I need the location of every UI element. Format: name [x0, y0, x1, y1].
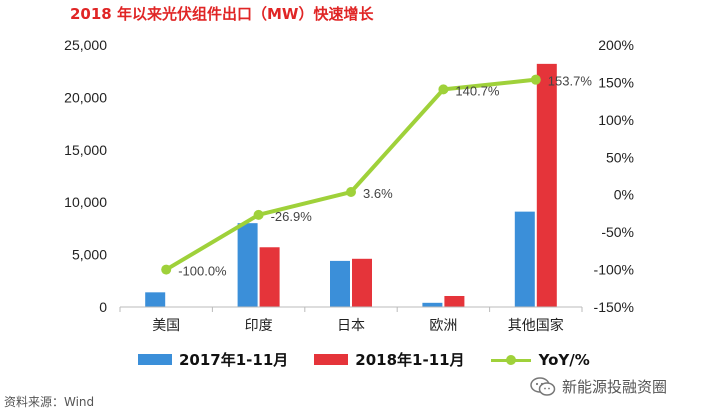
left-tick-label: 10,000	[64, 194, 107, 210]
yoy-point	[346, 187, 356, 198]
right-tick-label: 150%	[598, 74, 634, 90]
left-tick-label: 25,000	[64, 37, 107, 53]
right-tick-label: -150%	[594, 299, 634, 315]
wechat-icon	[530, 376, 556, 396]
category-label: 其他国家	[508, 317, 564, 334]
chart-title: 2018 年以来光伏组件出口（MW）快速增长	[70, 5, 374, 23]
yoy-point	[161, 264, 172, 275]
left-axis: 0 5,000 10,000 15,000 20,000 25,000	[64, 37, 107, 315]
legend: 2017年1-11月 2018年1-11月 YoY/%	[138, 349, 616, 370]
category-label: 美国	[152, 318, 180, 334]
yoy-point	[253, 209, 264, 220]
bar-2017	[145, 292, 166, 307]
x-axis: 美国 印度 日本 欧洲 其他国家	[119, 306, 583, 334]
left-tick-label: 15,000	[64, 142, 107, 158]
left-tick-label: 0	[99, 299, 107, 315]
bar-2018	[536, 63, 557, 307]
category-label: 欧洲	[429, 318, 457, 334]
legend-swatch-2017	[138, 354, 172, 365]
yoy-data-label: 3.6%	[363, 186, 393, 201]
bar-2018	[259, 247, 280, 307]
watermark-text: 新能源投融资圈	[562, 378, 668, 396]
bar-2018	[352, 258, 372, 307]
legend-swatch-2018	[314, 354, 349, 365]
yoy-point	[530, 74, 541, 85]
right-axis: -150% -100% -50% 0% 50% 100% 150% 200%	[594, 37, 634, 315]
legend-label-2017: 2017年1-11月	[179, 351, 289, 369]
right-tick-label: 100%	[598, 112, 634, 128]
right-tick-label: 0%	[614, 187, 634, 203]
left-tick-label: 20,000	[64, 89, 107, 105]
right-tick-label: 200%	[598, 37, 634, 53]
legend-item-yoy: YoY/%	[490, 350, 590, 369]
category-label: 印度	[245, 318, 273, 334]
bar-2017	[237, 223, 258, 307]
yoy-point	[438, 84, 449, 95]
left-tick-label: 5,000	[72, 247, 107, 263]
legend-label-yoy: YoY/%	[538, 350, 590, 369]
source-note: 资料来源：Wind	[4, 395, 95, 409]
bar-2017	[514, 211, 535, 307]
yoy-data-label: 140.7%	[455, 83, 500, 98]
legend-item-2018: 2018年1-11月	[314, 349, 465, 370]
legend-line-yoy	[490, 354, 531, 366]
right-tick-label: -50%	[601, 224, 634, 240]
bar-group	[145, 63, 557, 307]
yoy-data-label: 153.7%	[548, 74, 593, 89]
yoy-line-group: -100.0% -26.9% 3.6% 140.7% 153.7%	[161, 74, 592, 279]
bar-2017	[422, 302, 443, 307]
category-label: 日本	[337, 318, 365, 334]
legend-item-2017: 2017年1-11月	[138, 349, 288, 370]
yoy-data-label: -100.0%	[178, 264, 227, 279]
legend-label-2018: 2018年1-11月	[355, 351, 465, 369]
right-tick-label: 50%	[606, 149, 634, 165]
bar-2017	[330, 260, 350, 307]
yoy-line	[165, 77, 537, 272]
bar-2018	[444, 295, 465, 307]
right-tick-label: -100%	[594, 262, 634, 278]
yoy-data-label: -26.9%	[271, 209, 313, 224]
watermark: 新能源投融资圈	[530, 376, 667, 397]
